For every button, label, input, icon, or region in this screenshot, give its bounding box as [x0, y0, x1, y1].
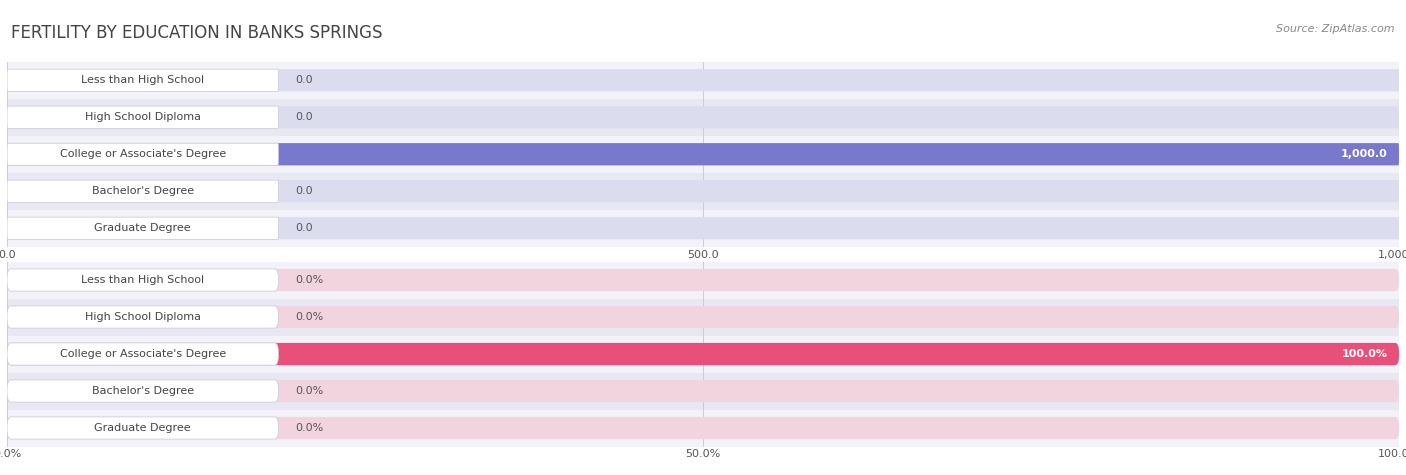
- Text: 100.0%: 100.0%: [1341, 349, 1388, 359]
- Bar: [7, 62, 1399, 99]
- Bar: [7, 372, 1399, 409]
- FancyBboxPatch shape: [7, 306, 278, 328]
- Text: 0.0: 0.0: [295, 223, 312, 233]
- Text: Graduate Degree: Graduate Degree: [94, 223, 191, 233]
- FancyBboxPatch shape: [7, 143, 278, 165]
- Text: Bachelor's Degree: Bachelor's Degree: [91, 386, 194, 396]
- Bar: [7, 409, 1399, 446]
- FancyBboxPatch shape: [7, 343, 1399, 365]
- FancyBboxPatch shape: [7, 380, 1399, 402]
- Text: 0.0: 0.0: [295, 112, 312, 122]
- FancyBboxPatch shape: [7, 180, 278, 202]
- Bar: [7, 262, 1399, 298]
- FancyBboxPatch shape: [7, 106, 278, 128]
- FancyBboxPatch shape: [7, 380, 278, 402]
- FancyBboxPatch shape: [7, 143, 1399, 165]
- Bar: [7, 210, 1399, 247]
- Bar: [7, 136, 1399, 173]
- Text: College or Associate's Degree: College or Associate's Degree: [59, 349, 226, 359]
- Text: High School Diploma: High School Diploma: [84, 312, 201, 322]
- Text: FERTILITY BY EDUCATION IN BANKS SPRINGS: FERTILITY BY EDUCATION IN BANKS SPRINGS: [11, 24, 382, 42]
- FancyBboxPatch shape: [7, 343, 1399, 365]
- Text: 1,000.0: 1,000.0: [1341, 149, 1388, 159]
- FancyBboxPatch shape: [7, 269, 278, 291]
- Text: Bachelor's Degree: Bachelor's Degree: [91, 186, 194, 196]
- Text: Source: ZipAtlas.com: Source: ZipAtlas.com: [1277, 24, 1395, 34]
- FancyBboxPatch shape: [7, 343, 278, 365]
- Text: 0.0: 0.0: [295, 75, 312, 85]
- Bar: [7, 99, 1399, 136]
- Text: 0.0%: 0.0%: [295, 423, 323, 433]
- Text: 0.0: 0.0: [295, 186, 312, 196]
- Text: 0.0%: 0.0%: [295, 275, 323, 285]
- Bar: [7, 335, 1399, 372]
- FancyBboxPatch shape: [7, 69, 278, 91]
- FancyBboxPatch shape: [7, 269, 1399, 291]
- Text: Less than High School: Less than High School: [82, 275, 204, 285]
- Text: College or Associate's Degree: College or Associate's Degree: [59, 149, 226, 159]
- FancyBboxPatch shape: [7, 306, 1399, 328]
- FancyBboxPatch shape: [7, 106, 1399, 128]
- Bar: [7, 298, 1399, 335]
- FancyBboxPatch shape: [7, 69, 1399, 91]
- FancyBboxPatch shape: [7, 417, 278, 439]
- FancyBboxPatch shape: [7, 143, 1399, 165]
- FancyBboxPatch shape: [7, 217, 278, 239]
- Text: High School Diploma: High School Diploma: [84, 112, 201, 122]
- FancyBboxPatch shape: [7, 417, 1399, 439]
- Bar: [7, 173, 1399, 210]
- Text: Graduate Degree: Graduate Degree: [94, 423, 191, 433]
- Text: 0.0%: 0.0%: [295, 386, 323, 396]
- FancyBboxPatch shape: [7, 217, 1399, 239]
- Text: 0.0%: 0.0%: [295, 312, 323, 322]
- FancyBboxPatch shape: [7, 180, 1399, 202]
- Text: Less than High School: Less than High School: [82, 75, 204, 85]
